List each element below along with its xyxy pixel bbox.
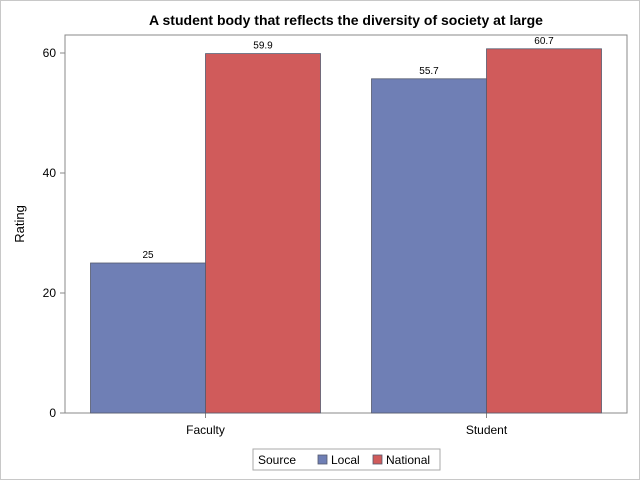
x-tick-label-faculty: Faculty (186, 423, 225, 437)
bar-local-student (371, 78, 487, 414)
legend-box (252, 448, 441, 471)
legend-swatch-local (317, 454, 328, 465)
y-axis-label: Rating (12, 205, 27, 243)
bar-national-faculty (205, 53, 321, 414)
legend: Source Local National (252, 448, 441, 471)
plot-area (64, 34, 628, 414)
bar-national-student (486, 48, 602, 414)
legend-label-national: National (386, 453, 430, 467)
y-tick-label: 0 (49, 406, 56, 420)
chart-title: A student body that reflects the diversi… (149, 12, 543, 28)
data-label-national-student: 60.7 (534, 36, 554, 47)
bars: 25 59.9 55.7 60.7 (90, 36, 602, 414)
y-tick-label: 60 (43, 46, 57, 60)
data-label-national-faculty: 59.9 (253, 41, 273, 52)
x-tick-label-student: Student (466, 423, 508, 437)
data-label-local-faculty: 25 (142, 250, 154, 261)
bar-local-faculty (90, 262, 206, 414)
y-tick-label: 40 (43, 166, 57, 180)
y-tick-label: 20 (43, 286, 57, 300)
legend-swatch-national (372, 454, 383, 465)
y-axis: 0 20 40 60 (43, 46, 65, 420)
x-axis: Faculty Student (186, 413, 508, 437)
data-label-local-student: 55.7 (419, 66, 439, 77)
legend-title: Source (258, 453, 296, 467)
legend-label-local: Local (331, 453, 360, 467)
